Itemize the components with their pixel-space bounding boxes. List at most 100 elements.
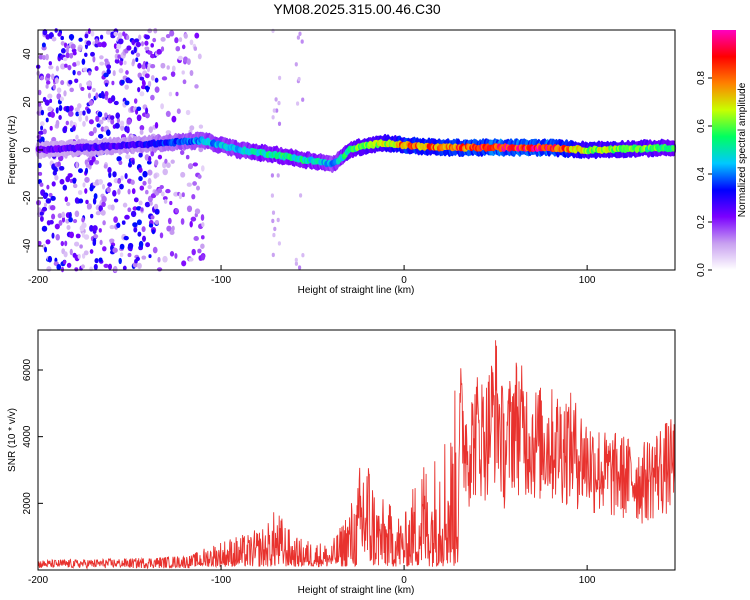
x-tick-label: -200 <box>28 275 48 286</box>
noise-cell <box>139 185 145 191</box>
noise-cell <box>69 178 73 183</box>
y-tick-label: 20 <box>22 96 33 108</box>
noise-cell <box>122 202 128 208</box>
noise-cell <box>94 38 99 44</box>
noise-cell <box>147 50 153 55</box>
spectrogram-x-ticks: -200 -100 0 100 <box>28 265 596 286</box>
noise-cell <box>98 205 103 212</box>
noise-cell <box>275 108 279 113</box>
noise-cell <box>49 204 56 211</box>
noise-cell <box>121 220 126 225</box>
noise-cell <box>92 126 97 134</box>
noise-cell <box>147 80 152 88</box>
noise-cell <box>94 258 99 264</box>
noise-cell <box>113 216 118 223</box>
noise-cell <box>101 195 107 203</box>
noise-cell <box>57 161 61 168</box>
noise-cell <box>152 37 157 43</box>
noise-cell <box>99 239 103 246</box>
noise-cell <box>162 196 168 201</box>
noise-cell <box>138 34 142 41</box>
noise-cell <box>272 232 276 238</box>
noise-cell <box>136 106 142 112</box>
noise-cell <box>58 115 62 120</box>
noise-cell <box>42 193 48 200</box>
noise-cell <box>98 257 103 262</box>
noise-cell <box>114 58 120 64</box>
noise-cell <box>93 234 99 239</box>
noise-cell <box>145 242 151 248</box>
noise-cell <box>153 203 159 210</box>
noise-cell <box>104 58 109 63</box>
noise-cell <box>45 80 51 85</box>
noise-cell <box>37 162 42 169</box>
noise-cell <box>270 193 274 198</box>
noise-cell <box>72 183 78 189</box>
noise-cell <box>165 162 171 169</box>
noise-cell <box>61 211 66 218</box>
noise-cell <box>139 76 145 81</box>
noise-cell <box>296 35 300 40</box>
noise-cell <box>110 95 116 102</box>
noise-cell <box>66 262 72 268</box>
noise-cell <box>72 219 78 224</box>
noise-cell <box>85 199 89 205</box>
noise-cell <box>123 60 127 65</box>
noise-cell <box>141 255 147 260</box>
colorbar-tick-label: 0.2 <box>696 215 707 229</box>
noise-cell <box>74 78 79 84</box>
noise-cell <box>298 265 302 270</box>
noise-cell <box>60 48 66 54</box>
noise-cell <box>141 226 146 233</box>
noise-cell <box>62 56 68 62</box>
noise-cell <box>271 28 275 34</box>
noise-cell <box>76 70 82 76</box>
noise-cell <box>115 112 121 119</box>
noise-cell <box>86 81 92 86</box>
noise-cell <box>127 207 132 213</box>
noise-cell <box>124 172 128 180</box>
noise-cell <box>145 87 150 93</box>
noise-cell <box>75 134 79 140</box>
noise-cell <box>174 252 178 259</box>
noise-cell <box>90 30 95 37</box>
noise-cell <box>45 117 49 123</box>
noise-cell <box>102 220 106 226</box>
noise-cell <box>87 92 92 99</box>
noise-cell <box>200 235 205 240</box>
noise-cell <box>65 105 71 113</box>
noise-cell <box>117 188 121 195</box>
noise-cell <box>88 70 92 76</box>
noise-cell <box>49 125 53 131</box>
noise-cell <box>118 160 123 165</box>
noise-cell <box>92 87 96 93</box>
noise-cell <box>168 91 173 97</box>
noise-cell <box>97 111 103 118</box>
noise-cell <box>75 161 79 169</box>
noise-cell <box>84 176 90 183</box>
noise-cell <box>99 34 104 40</box>
noise-cell <box>144 201 151 208</box>
noise-cell <box>78 115 82 122</box>
noise-cell <box>98 119 104 125</box>
noise-cell <box>171 65 176 72</box>
colorbar-tick-label: 0.8 <box>696 71 707 85</box>
noise-cell <box>45 239 51 245</box>
colorbar: 0.0 0.2 0.4 0.6 0.8 Normalized spectral ampl… <box>696 30 748 277</box>
noise-cell <box>97 133 104 139</box>
noise-cell <box>186 58 191 65</box>
noise-cell <box>77 103 82 109</box>
noise-cell <box>165 130 172 135</box>
noise-cell <box>120 124 125 131</box>
noise-cell <box>193 46 198 51</box>
noise-cell <box>153 27 158 34</box>
noise-cell <box>67 173 73 178</box>
noise-cell <box>54 77 59 84</box>
noise-cell <box>74 241 80 247</box>
noise-cell <box>112 70 116 77</box>
noise-cell <box>142 180 147 186</box>
noise-cell <box>181 70 185 75</box>
noise-cell <box>298 31 302 36</box>
noise-cell <box>38 130 44 135</box>
noise-cell <box>75 233 81 239</box>
